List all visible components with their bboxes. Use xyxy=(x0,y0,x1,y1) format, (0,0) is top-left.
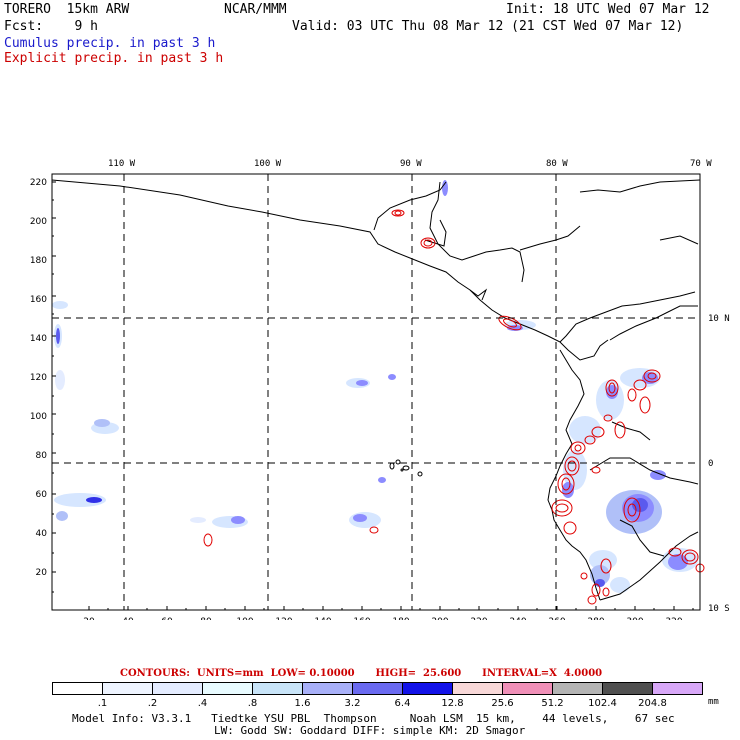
colorbar-swatch xyxy=(102,682,153,695)
colorbar-label: 204.8 xyxy=(638,698,667,708)
x-tick-label: 280 xyxy=(587,617,604,620)
colorbar-label: .4 xyxy=(198,698,208,708)
precip-map: 110 W 100 W 90 W 80 W 70 W 10 N 0 10 S xyxy=(30,159,730,620)
coastlines xyxy=(51,179,701,601)
colorbar-label: 3.2 xyxy=(345,698,361,708)
y-tick-label: 140 xyxy=(30,334,47,344)
colorbar-label: 25.6 xyxy=(491,698,513,708)
x-tick-label: 60 xyxy=(161,617,173,620)
colorbar-label: 1.6 xyxy=(295,698,311,708)
org-label: NCAR/MMM xyxy=(224,2,287,17)
colorbar-swatch xyxy=(252,682,303,695)
y-tick-label: 120 xyxy=(30,373,47,383)
explicit-precip xyxy=(203,209,705,605)
x-tick-label: 80 xyxy=(200,617,212,620)
x-tick-label: 100 xyxy=(236,617,253,620)
colorbar-label: .8 xyxy=(248,698,258,708)
x-tick-label: 260 xyxy=(548,617,565,620)
y-tick-label: 180 xyxy=(30,256,47,266)
x-tick-label: 320 xyxy=(665,617,682,620)
colorbar-label: .2 xyxy=(148,698,158,708)
x-tick-label: 120 xyxy=(275,617,292,620)
x-tick-label: 40 xyxy=(122,617,134,620)
lon-label: 100 W xyxy=(254,159,282,169)
lon-label: 70 W xyxy=(690,159,712,169)
lon-label: 80 W xyxy=(546,159,568,169)
colorbar-label: .1 xyxy=(98,698,108,708)
lat-label: 0 xyxy=(708,459,713,469)
galapagos-islands xyxy=(389,459,423,477)
y-tick-label: 80 xyxy=(36,451,48,461)
model-title: TORERO 15km ARW xyxy=(4,2,130,17)
colorbar-label: 102.4 xyxy=(588,698,617,708)
y-tick-labels: 220 200 180 160 140 120 100 80 60 40 20 xyxy=(30,178,47,578)
tick-marks xyxy=(52,181,694,610)
legend-cumulus: Cumulus precip. in past 3 h xyxy=(4,36,216,51)
lon-label: 90 W xyxy=(400,159,422,169)
y-tick-label: 100 xyxy=(30,412,47,422)
colorbar-swatch xyxy=(652,682,703,695)
x-tick-label: 220 xyxy=(470,617,487,620)
y-tick-label: 20 xyxy=(36,568,48,578)
x-tick-label: 240 xyxy=(509,617,526,620)
colorbar-swatch xyxy=(552,682,603,695)
x-tick-label: 180 xyxy=(392,617,409,620)
cumulus-precip xyxy=(52,180,698,593)
colorbar-swatch xyxy=(452,682,503,695)
lat-label: 10 N xyxy=(708,314,730,324)
colorbar-label: 6.4 xyxy=(395,698,411,708)
grid-lines xyxy=(52,174,700,610)
lon-label: 110 W xyxy=(108,159,136,169)
colorbar-swatch xyxy=(202,682,253,695)
y-tick-label: 200 xyxy=(30,217,47,227)
physics-info: LW: Godd SW: Goddard DIFF: simple KM: 2D… xyxy=(214,724,526,737)
forecast-hour: Fcst: 9 h xyxy=(4,19,98,34)
lon-labels: 110 W 100 W 90 W 80 W 70 W xyxy=(108,159,712,169)
colorbar-label: 12.8 xyxy=(441,698,463,708)
colorbar-swatch xyxy=(152,682,203,695)
lat-labels: 10 N 0 10 S xyxy=(708,314,730,614)
colorbar-swatch xyxy=(602,682,653,695)
y-tick-label: 60 xyxy=(36,490,48,500)
legend-explicit: Explicit precip. in past 3 h xyxy=(4,51,224,66)
y-tick-label: 40 xyxy=(36,529,48,539)
contour-info: CONTOURS: UNITS=mm LOW= 0.10000 HIGH= 25… xyxy=(120,668,603,679)
valid-time: Valid: 03 UTC Thu 08 Mar 12 (21 CST Wed … xyxy=(292,19,684,34)
plot-frame xyxy=(51,173,701,611)
colorbar-label: 51.2 xyxy=(541,698,563,708)
x-tick-label: 160 xyxy=(353,617,370,620)
lat-label: 10 S xyxy=(708,604,730,614)
colorbar-unit: mm xyxy=(708,697,719,707)
init-time: Init: 18 UTC Wed 07 Mar 12 xyxy=(506,2,710,17)
x-tick-label: 140 xyxy=(314,617,331,620)
x-tick-label: 200 xyxy=(431,617,448,620)
y-tick-label: 160 xyxy=(30,295,47,305)
colorbar-swatch xyxy=(52,682,103,695)
colorbar-swatch xyxy=(402,682,453,695)
colorbar-swatch xyxy=(352,682,403,695)
model-info: Model Info: V3.3.1 Tiedtke YSU PBL Thomp… xyxy=(72,712,675,725)
x-tick-label: 20 xyxy=(83,617,95,620)
x-tick-label: 300 xyxy=(626,617,643,620)
x-tick-labels: 20 40 60 80 100 120 140 160 180 200 220 … xyxy=(83,617,683,620)
colorbar-swatch xyxy=(302,682,353,695)
colorbar: .1 .2 .4 .8 1.6 3.2 6.4 12.8 25.6 51.2 102.4 204.8 xyxy=(52,682,703,708)
colorbar-swatch xyxy=(502,682,553,695)
y-tick-label: 220 xyxy=(30,178,47,188)
